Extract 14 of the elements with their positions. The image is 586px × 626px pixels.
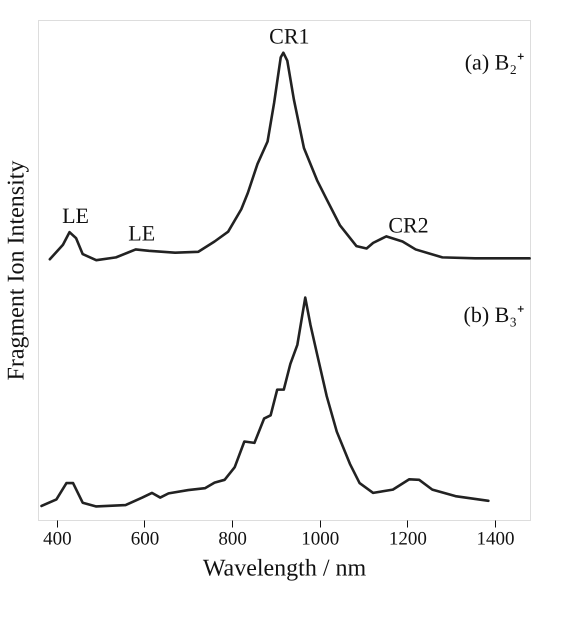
annotation: (b) B₃⁺ — [464, 302, 524, 327]
annotation: LE — [128, 220, 156, 246]
x-tick-label: 1200 — [388, 528, 427, 550]
annotation: (a) B₂⁺ — [464, 50, 524, 74]
x-tick-label: 1400 — [476, 528, 514, 550]
annotation: CR2 — [388, 212, 429, 238]
annotation: LE — [62, 203, 89, 228]
y-axis-title: Fragment Ion Intensity — [4, 160, 30, 380]
x-tick-label: 800 — [218, 528, 247, 550]
x-tick-label: 1000 — [301, 528, 340, 550]
x-axis-title: Wavelength / nm — [202, 556, 367, 582]
x-tick-label: 400 — [43, 528, 72, 550]
x-tick-label: 600 — [130, 528, 160, 550]
annotation: CR1 — [269, 24, 310, 49]
